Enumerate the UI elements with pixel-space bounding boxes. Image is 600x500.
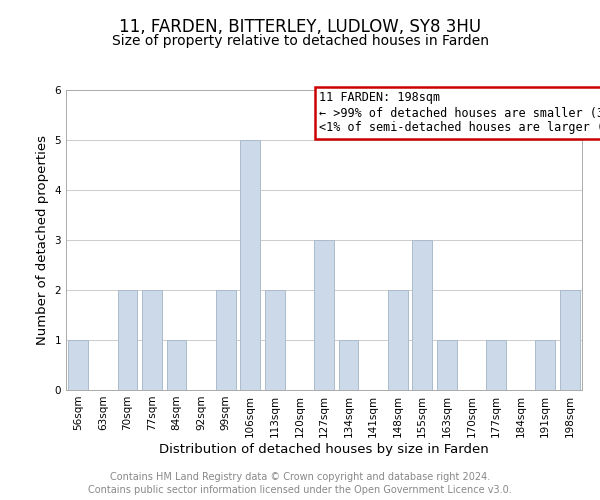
Bar <box>142 290 162 390</box>
Bar <box>486 340 506 390</box>
Text: 11, FARDEN, BITTERLEY, LUDLOW, SY8 3HU: 11, FARDEN, BITTERLEY, LUDLOW, SY8 3HU <box>119 18 481 36</box>
Bar <box>265 290 284 390</box>
Bar <box>314 240 334 390</box>
Bar <box>339 340 358 390</box>
Bar <box>241 140 260 390</box>
Bar <box>388 290 407 390</box>
Bar <box>560 290 580 390</box>
Bar <box>216 290 236 390</box>
Text: Size of property relative to detached houses in Farden: Size of property relative to detached ho… <box>112 34 488 48</box>
Bar <box>437 340 457 390</box>
Bar <box>412 240 432 390</box>
Bar <box>68 340 88 390</box>
X-axis label: Distribution of detached houses by size in Farden: Distribution of detached houses by size … <box>159 442 489 456</box>
Bar <box>535 340 555 390</box>
Bar <box>167 340 187 390</box>
Y-axis label: Number of detached properties: Number of detached properties <box>36 135 49 345</box>
Text: Contains HM Land Registry data © Crown copyright and database right 2024.: Contains HM Land Registry data © Crown c… <box>110 472 490 482</box>
Text: Contains public sector information licensed under the Open Government Licence v3: Contains public sector information licen… <box>88 485 512 495</box>
Text: 11 FARDEN: 198sqm
← >99% of detached houses are smaller (31)
<1% of semi-detache: 11 FARDEN: 198sqm ← >99% of detached hou… <box>319 92 600 134</box>
Bar <box>118 290 137 390</box>
